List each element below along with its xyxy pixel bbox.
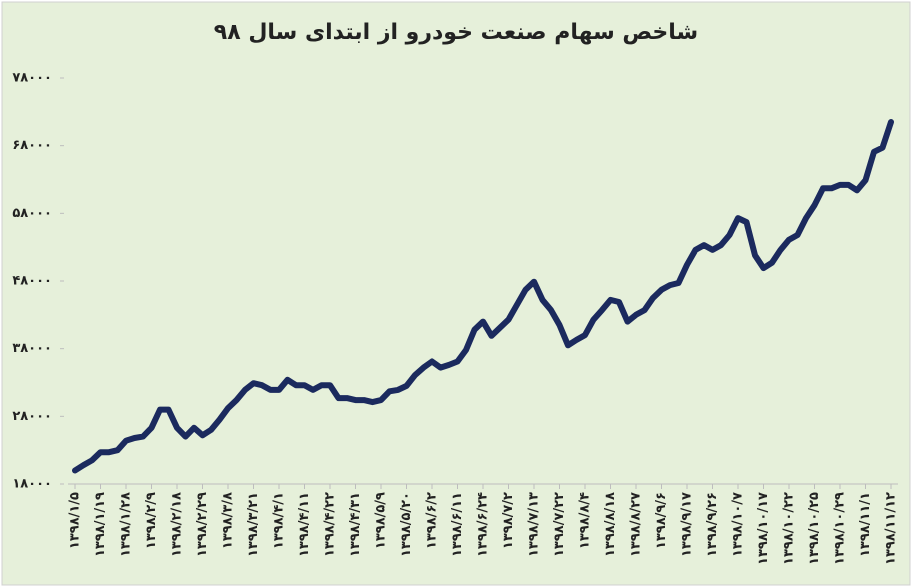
x-tick-label: ۱۳۹۸/۷/۲۲ (552, 492, 567, 557)
x-tick-label: ۱۳۹۸/۲/۱۸ (170, 492, 185, 557)
y-tick-label: ۶۸۰۰۰ (12, 138, 52, 153)
x-tick-label: ۱۳۹۸/۸/۲۷ (629, 492, 644, 557)
x-tick-label: ۱۳۹۸/۴/۱۱ (297, 492, 312, 557)
x-tick-label: ۱۳۹۸/۱۰/۲۲ (782, 492, 797, 565)
y-tick-label: ۷۸۰۰۰ (12, 71, 52, 86)
x-tick-label: ۱۳۹۸/۲/۲۹ (195, 492, 210, 557)
x-tick-label: ۱۳۹۸/۱/۱۹ (93, 492, 108, 557)
y-tick-label: ۵۸۰۰۰ (12, 206, 52, 221)
x-tick-label: ۱۳۹۸/۸/۴ (578, 492, 593, 549)
x-tick-label: ۱۳۹۸/۱/۲۸ (119, 492, 134, 557)
x-tick-label: ۱۳۹۸/۶/۲۴ (476, 492, 491, 557)
x-tick-label: ۱۳۹۸/۱۰/۷ (731, 492, 746, 557)
x-tick-label: ۱۳۹۸/۱۱/۱۲ (884, 492, 899, 565)
x-tick-label: ۱۳۹۸/۲/۹ (144, 492, 159, 549)
x-tick-label: ۱۳۹۸/۶/۲ (425, 492, 440, 549)
x-tick-label: ۱۳۹۸/۶/۱۱ (450, 492, 465, 557)
x-tick-label: ۱۳۹۸/۱/۵ (68, 492, 83, 549)
y-tick-label: ۲۸۰۰۰ (12, 409, 52, 424)
x-tick-label: ۱۳۹۸/۴/۲۲ (323, 492, 338, 557)
y-tick-label: ۴۸۰۰۰ (12, 274, 52, 289)
y-tick-label: ۱۸۰۰۰ (12, 477, 52, 492)
x-tick-label: ۱۳۹۸/۷/۱۳ (527, 492, 542, 557)
x-tick-label: ۱۳۹۸/۱۰/۱۷ (756, 492, 771, 565)
x-tick-label: ۱۳۹۸/۱۱/۱ (858, 492, 873, 557)
x-tick-label: ۱۳۹۸/۸/۱۸ (603, 492, 618, 557)
x-tick-label: ۱۳۹۸/۷/۲ (501, 492, 516, 549)
y-tick-label: ۳۸۰۰۰ (12, 341, 52, 356)
x-tick-label: ۱۳۹۸/۹/۱۷ (680, 492, 695, 557)
x-tick-label: ۱۳۹۸/۹/۶ (654, 492, 669, 549)
data-line (72, 119, 894, 474)
chart-title: شاخص سهام صنعت خودرو از ابتدای سال ۹۸ (214, 20, 698, 45)
x-tick-label: ۱۳۹۸/۹/۲۶ (705, 492, 720, 557)
x-tick-label: ۱۳۹۸/۱۰/۲۵ (807, 492, 822, 565)
x-tick-label: ۱۳۹۸/۳/۸ (221, 492, 236, 549)
x-tick-label: ۱۳۹۸/۳/۲۱ (246, 492, 261, 557)
x-tick-label: ۱۳۹۸/۴/۳۱ (348, 492, 363, 557)
x-tick-label: ۱۳۹۸/۴/۱ (272, 492, 287, 549)
x-tick-label: ۱۳۹۸/۵/۹ (374, 492, 389, 549)
x-tick-label: ۱۳۹۸/۵/۲۰ (399, 492, 414, 557)
x-tick-label: ۱۳۹۸/۱۰/۲۹ (833, 492, 848, 565)
